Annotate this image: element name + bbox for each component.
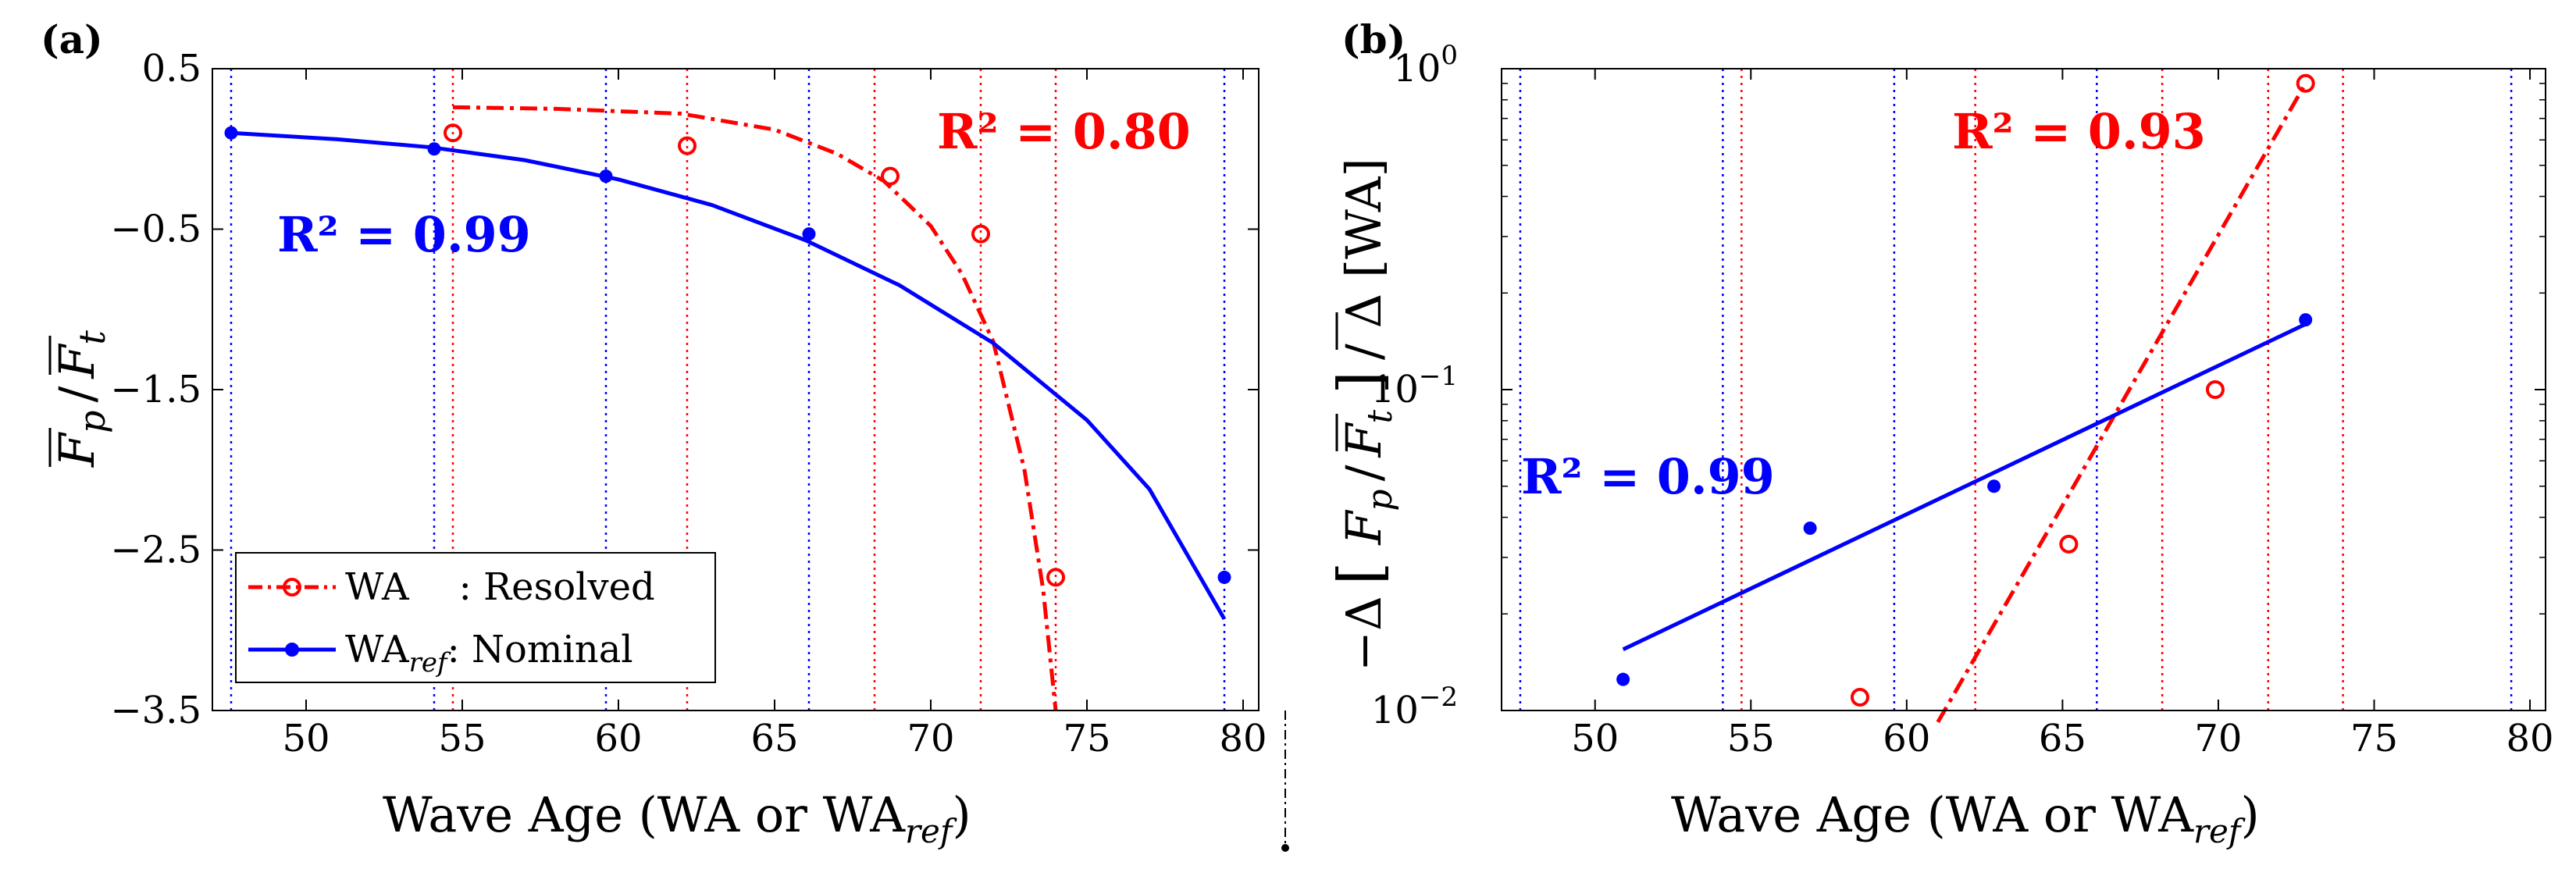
point-nominal-1 <box>1803 521 1817 535</box>
x-tick-label-2: 60 <box>1883 717 1930 760</box>
x-tick-label-6: 80 <box>1219 717 1267 760</box>
point-resolved-2 <box>881 166 900 186</box>
panel-a: (a) 50 55 60 65 70 75 80 0.5 −0.5 −1.5 −2.5 −3.5 R… <box>41 16 1267 850</box>
x-tick-label-3: 65 <box>750 717 798 760</box>
point-resolved-1 <box>2059 534 2079 554</box>
legend-box <box>235 552 716 683</box>
x-tick-label-3: 65 <box>2039 717 2086 760</box>
y-tick-label-3: −2.5 <box>110 529 201 572</box>
y-tick-label-1: 10−1 <box>1371 361 1458 411</box>
panel-b-fit-lines <box>1622 82 2307 724</box>
legend-marker-nominal <box>285 643 299 657</box>
panel-b-y-ticks: 100 10−1 10−2 <box>1371 40 2546 732</box>
x-tick-label-5: 75 <box>1063 717 1110 760</box>
y-tick-label-4: −3.5 <box>110 689 201 732</box>
y-tick-label-1: −0.5 <box>110 208 201 251</box>
panel-b-label: (b) <box>1341 16 1406 62</box>
panel-b-x-axis-label: Wave Age (WA or WAref) <box>1671 786 2260 850</box>
point-resolved-1 <box>678 136 697 155</box>
panel-a-fit-curves <box>230 105 1227 711</box>
legend-marker-resolved <box>283 578 301 597</box>
point-resolved-2 <box>2205 380 2225 399</box>
panel-a-x-ticks: 50 55 60 65 70 75 80 <box>282 69 1267 760</box>
point-nominal-2 <box>599 169 613 183</box>
point-resolved-3 <box>2296 73 2315 93</box>
panel-a-y-axis-label: Fp/Ft <box>48 330 113 468</box>
panel-b-y-axis-label: −Δ[Fp/Ft]/ Δ [WA] <box>1325 158 1400 671</box>
legend-label-resolved: WA: Resolved <box>345 565 655 609</box>
y-tick-label-0: 0.5 <box>142 47 201 91</box>
point-resolved-0 <box>1850 687 1869 707</box>
panel-a-r2-nominal: R² = 0.99 <box>277 206 531 263</box>
panel-b-r2-resolved: R² = 0.93 <box>1952 103 2206 160</box>
panel-a-points <box>224 123 1231 587</box>
fit-resolved <box>1936 82 2307 724</box>
panel-a-label: (a) <box>41 16 103 62</box>
point-nominal-0 <box>224 126 238 140</box>
panel-a-y-ticks: 0.5 −0.5 −1.5 −2.5 −3.5 <box>110 47 1259 732</box>
x-tick-label-1: 55 <box>438 717 486 760</box>
x-tick-label-1: 55 <box>1727 717 1775 760</box>
panel-b-vertical-lines <box>1519 69 2513 711</box>
y-tick-label-2: −1.5 <box>110 368 201 411</box>
svg-text:−Δ[Fp/Ft]/ Δ [WA]: −Δ[Fp/Ft]/ Δ [WA] <box>1325 158 1400 671</box>
panel-a-r2-resolved: R² = 0.80 <box>937 103 1191 160</box>
panel-b-points <box>1616 73 2315 707</box>
y-tick-label-2: 10−2 <box>1371 682 1458 732</box>
x-tick-label-6: 80 <box>2507 717 2554 760</box>
x-tick-label-5: 75 <box>2350 717 2398 760</box>
x-tick-label-4: 70 <box>2194 717 2242 760</box>
legend-label-nominal: WAref: Nominal <box>345 628 633 678</box>
point-nominal-3 <box>2299 313 2313 327</box>
panel-a-x-axis-label: Wave Age (WA or WAref) <box>383 786 971 850</box>
y-tick-label-0: 100 <box>1393 40 1458 91</box>
point-nominal-1 <box>427 142 441 156</box>
point-resolved-0 <box>444 123 462 143</box>
svg-text:Fp/Ft: Fp/Ft <box>48 330 113 468</box>
point-resolved-4 <box>1046 568 1065 587</box>
panel-a-legend: WA: Resolved WAref: Nominal <box>235 552 716 683</box>
panel-separator <box>1281 711 1289 852</box>
x-tick-label-0: 50 <box>1571 717 1619 760</box>
fit-nominal <box>1622 322 2307 652</box>
fit-resolved <box>452 105 1058 711</box>
point-resolved-3 <box>971 224 990 244</box>
x-tick-label-2: 60 <box>594 717 642 760</box>
point-nominal-4 <box>1217 570 1231 584</box>
point-nominal-2 <box>1987 479 2001 493</box>
point-nominal-0 <box>1616 672 1630 686</box>
x-tick-label-0: 50 <box>282 717 330 760</box>
panel-b-plot-frame <box>1501 68 2546 711</box>
panel-b-r2-nominal: R² = 0.99 <box>1521 448 1775 505</box>
panel-b: (b) 50 55 60 65 70 75 80 100 10−1 10−2 R² = 0.93… <box>1325 16 2554 850</box>
point-nominal-3 <box>802 227 816 241</box>
fit-nominal <box>230 130 1227 621</box>
panel-b-x-ticks: 50 55 60 65 70 75 80 <box>1571 69 2554 760</box>
x-tick-label-4: 70 <box>907 717 954 760</box>
